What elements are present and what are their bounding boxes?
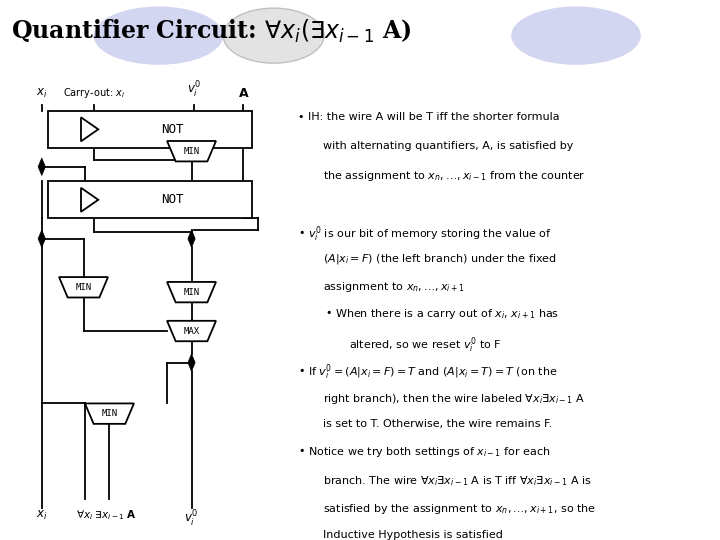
Text: • IH: the wire A will be T iff the shorter formula: • IH: the wire A will be T iff the short… [298, 112, 560, 123]
Polygon shape [167, 141, 216, 161]
Text: $x_i$: $x_i$ [36, 87, 48, 100]
Ellipse shape [94, 6, 223, 65]
Text: the assignment to $x_n,\ldots,x_{i-1}$ from the counter: the assignment to $x_n,\ldots,x_{i-1}$ f… [316, 168, 585, 183]
Bar [48, 181, 252, 218]
Polygon shape [59, 277, 108, 298]
Text: $\mathbf{A}$: $\mathbf{A}$ [238, 87, 249, 100]
Polygon shape [188, 354, 195, 372]
Text: with alternating quantifiers, A, is satisfied by: with alternating quantifiers, A, is sati… [316, 140, 573, 151]
Text: Carry-out: $x_i$: Carry-out: $x_i$ [63, 86, 125, 100]
Text: $\forall x_i\ \exists x_{i-1}\ \mathbf{A}$: $\forall x_i\ \exists x_{i-1}\ \mathbf{A… [76, 509, 137, 522]
Text: is set to T. Otherwise, the wire remains F.: is set to T. Otherwise, the wire remains… [316, 419, 552, 429]
Text: assignment to $x_n,\ldots,x_{i+1}$: assignment to $x_n,\ldots,x_{i+1}$ [316, 280, 465, 294]
Text: $(A|x_i = F)$ (the left branch) under the fixed: $(A|x_i = F)$ (the left branch) under th… [316, 252, 557, 266]
Bar [48, 111, 252, 148]
Text: Inductive Hypothesis is satisfied: Inductive Hypothesis is satisfied [316, 530, 503, 540]
Text: MIN: MIN [102, 409, 117, 418]
Text: MIN: MIN [76, 283, 91, 292]
Text: NOT: NOT [161, 193, 184, 206]
Text: • $v_i^0$ is our bit of memory storing the value of: • $v_i^0$ is our bit of memory storing t… [298, 224, 552, 244]
Text: $v_i^0$: $v_i^0$ [184, 509, 199, 529]
Text: satisfied by the assignment to $x_n,\ldots,x_{i+1}$, so the: satisfied by the assignment to $x_n,\ldo… [316, 502, 596, 516]
Text: $v_i^0$: $v_i^0$ [187, 80, 202, 100]
Text: MAX: MAX [184, 327, 199, 335]
Text: NOT: NOT [161, 123, 184, 136]
Ellipse shape [511, 6, 641, 65]
Polygon shape [81, 188, 98, 212]
Text: Quantifier Circuit: $\forall x_i(\exists x_{i-1}$ A): Quantifier Circuit: $\forall x_i(\exists… [11, 17, 412, 45]
Text: MIN: MIN [184, 288, 199, 296]
Text: $x_i$: $x_i$ [36, 509, 48, 522]
Ellipse shape [223, 8, 324, 63]
Text: MIN: MIN [184, 147, 199, 156]
Polygon shape [38, 230, 45, 247]
Text: • If $v_i^0 = (A|x_i = F) = T$ and $(A|x_i = T) = T$ (on the: • If $v_i^0 = (A|x_i = F) = T$ and $(A|x… [298, 363, 558, 382]
Polygon shape [38, 158, 45, 176]
Polygon shape [81, 117, 98, 141]
Text: • When there is a carry out of $x_i$, $x_{i+1}$ has: • When there is a carry out of $x_i$, $x… [325, 307, 559, 321]
Polygon shape [188, 230, 195, 247]
Polygon shape [167, 321, 216, 341]
Polygon shape [167, 282, 216, 302]
Text: • Notice we try both settings of $x_{i-1}$ for each: • Notice we try both settings of $x_{i-1… [298, 445, 551, 459]
Polygon shape [85, 403, 134, 424]
Text: altered, so we reset $v_i^0$ to F: altered, so we reset $v_i^0$ to F [342, 335, 502, 354]
Text: branch. The wire $\forall x_i \exists x_{i-1}$ A is T iff $\forall x_i\exists x_: branch. The wire $\forall x_i \exists x_… [316, 474, 592, 488]
Text: right branch), then the wire labeled $\forall x_i\exists x_{i-1}$ A: right branch), then the wire labeled $\f… [316, 391, 585, 406]
